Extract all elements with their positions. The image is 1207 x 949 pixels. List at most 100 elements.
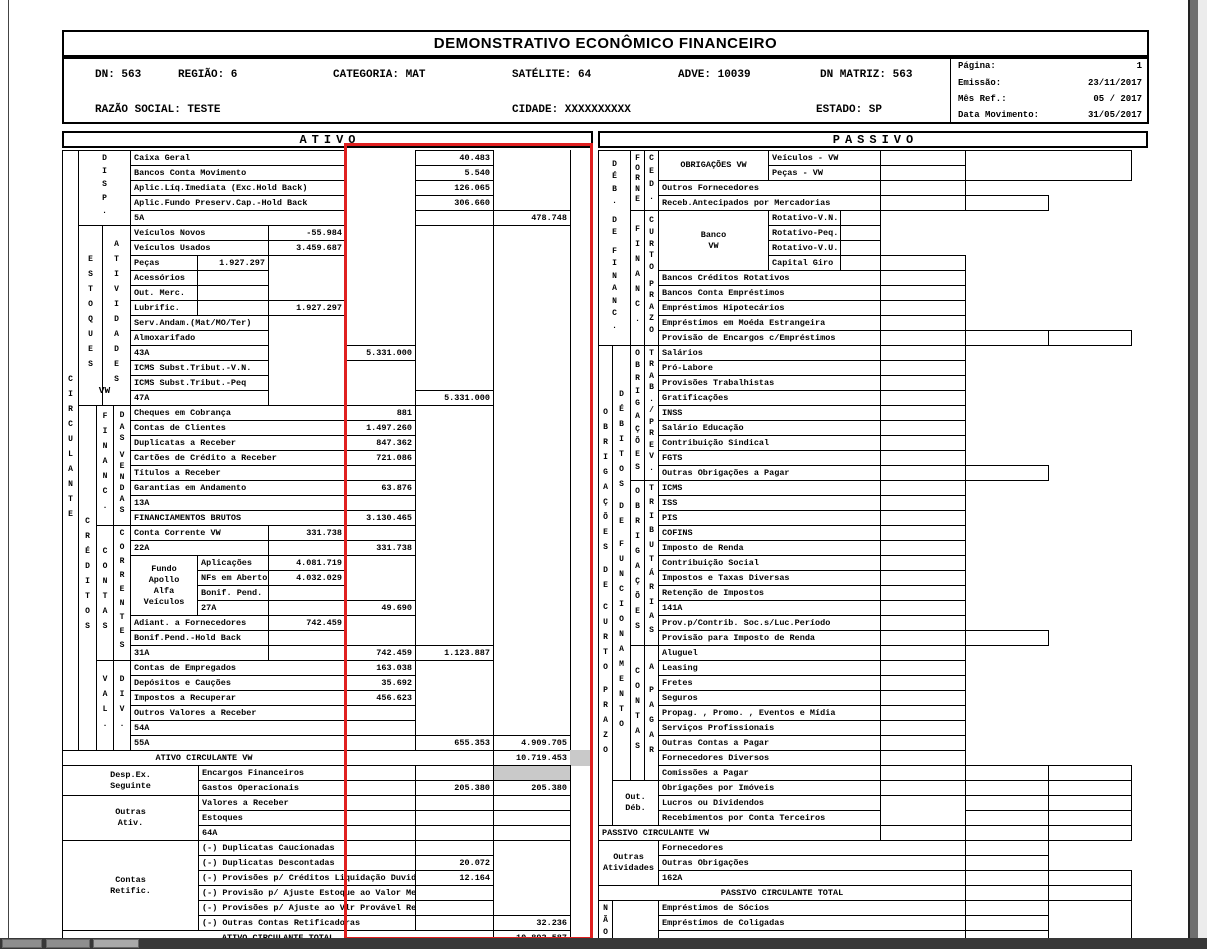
info-value-pagina: 1 xyxy=(1136,61,1142,71)
label-cell xyxy=(197,285,269,301)
label-cell: Prov.p/Contrib. Soc.s/Luc.Período xyxy=(658,615,881,631)
label-cell xyxy=(965,915,1049,931)
label-cell: Gratificações xyxy=(658,390,881,406)
value-cell: 331.738 xyxy=(345,540,416,556)
label-cell xyxy=(880,645,966,661)
field-razao-social: RAZÃO SOCIAL: TESTE xyxy=(95,104,221,116)
label-cell xyxy=(880,390,966,406)
label-cell: Caixa Geral xyxy=(130,150,346,166)
label-cell xyxy=(880,435,966,451)
label-cell: Gastos Operacionais xyxy=(198,780,416,796)
label-cell: Provisões Trabalhistas xyxy=(658,375,881,391)
label-cell xyxy=(880,420,966,436)
label-cell: Outras Obrigações a Pagar xyxy=(658,465,881,481)
value-cell: -55.984 xyxy=(268,225,346,241)
label-cell xyxy=(880,285,966,301)
label-cell xyxy=(415,810,494,826)
label-cell: ATIVO CIRCULANTE VW xyxy=(62,750,346,766)
info-label-pagina: Página: xyxy=(958,61,996,71)
label-cell: Seguros xyxy=(658,690,881,706)
value-cell: 12.164 xyxy=(415,870,494,886)
group-label-cell: OBRIGAÇÕES VW xyxy=(658,150,769,181)
label-cell: Peças - VW xyxy=(768,165,881,181)
field-dn-matriz: DN MATRIZ: 563 xyxy=(820,69,913,81)
label-cell xyxy=(880,600,966,616)
label-cell: Outros Fornecedores xyxy=(658,180,881,196)
label-cell: Cartões de Crédito a Receber xyxy=(130,450,346,466)
label-cell: (-) Provisão p/ Ajuste Estoque ao Valor … xyxy=(198,885,442,901)
label-cell xyxy=(965,465,1049,481)
label-cell: Salário Educação xyxy=(658,420,881,436)
field-dn: DN: 563 xyxy=(95,69,142,81)
scrollbar-button[interactable] xyxy=(2,939,42,948)
info-label-emissao: Emissão: xyxy=(958,78,1002,88)
label-cell xyxy=(880,510,966,526)
label-cell: Aluguel xyxy=(658,645,881,661)
group-label-cell: Fundo Apollo Alfa Veículos xyxy=(130,555,198,616)
label-cell xyxy=(840,255,881,271)
label-cell: Outras Obrigações xyxy=(658,855,966,871)
label-cell: Contribuição Social xyxy=(658,555,881,571)
label-cell xyxy=(880,555,966,571)
label-cell: Imposto de Renda xyxy=(658,540,881,556)
section-bar-ativo: ATIVO xyxy=(62,131,593,148)
label-cell: Aplic.Líq.Imediata (Exc.Hold Back) xyxy=(130,180,346,196)
value-cell: 4.081.719 xyxy=(268,555,346,571)
label-cell: 27A xyxy=(197,600,269,616)
value-cell: 40.483 xyxy=(415,150,494,166)
window-background xyxy=(1198,0,1207,949)
label-cell xyxy=(880,765,966,781)
bottom-scrollbar[interactable] xyxy=(0,938,1207,949)
label-cell: Provisão para Imposto de Renda xyxy=(658,630,881,646)
label-cell xyxy=(965,195,1049,211)
group-label-cell: Desp.Ex. Seguinte xyxy=(62,765,199,796)
scrollbar-thumb[interactable] xyxy=(93,939,139,948)
field-cidade: CIDADE: XXXXXXXXXX xyxy=(512,104,631,116)
value-cell: 1.927.297 xyxy=(197,255,269,271)
label-cell: INSS xyxy=(658,405,881,421)
scrollbar-button[interactable] xyxy=(46,939,90,948)
info-value-emissao: 23/11/2017 xyxy=(1087,78,1142,88)
header-divider xyxy=(950,57,951,124)
label-cell xyxy=(840,225,881,241)
label-cell: Aplic.Fundo Preserv.Cap.-Hold Back xyxy=(130,195,346,211)
label-cell: Rotativo-Peq. xyxy=(768,225,841,241)
value-cell: 205.380 xyxy=(415,780,494,796)
value-cell: 4.909.705 xyxy=(493,735,571,751)
field-satelite: SATÉLITE: 64 xyxy=(512,69,592,81)
label-cell xyxy=(880,630,966,646)
field-estado: ESTADO: SP xyxy=(816,104,883,116)
label-cell: Contribuição Sindical xyxy=(658,435,881,451)
label-cell: Veículos - VW xyxy=(768,150,881,166)
value-cell: 1.123.887 xyxy=(415,645,494,661)
label-cell: 55A xyxy=(130,735,346,751)
label-cell xyxy=(880,150,966,166)
label-cell xyxy=(880,195,966,211)
label-cell: Fornecedores Diversos xyxy=(658,750,881,766)
label-cell: Provisão de Encargos c/Empréstimos xyxy=(658,330,881,346)
value-cell: 1.497.260 xyxy=(345,420,416,436)
label-cell xyxy=(880,360,966,376)
label-cell xyxy=(880,375,966,391)
value-cell: 881 xyxy=(345,405,416,421)
value-cell: 10.719.453 xyxy=(493,750,571,766)
label-cell: Acessórios xyxy=(130,270,198,286)
label-cell: ICMS Subst.Tribut.-V.N. xyxy=(130,360,269,376)
label-cell xyxy=(880,720,966,736)
label-cell: Bancos Créditos Rotativos xyxy=(658,270,881,286)
label-cell: Retenção de Impostos xyxy=(658,585,881,601)
page-left-border xyxy=(8,0,9,938)
label-cell: Serv.Andam.(Mat/MO/Ter) xyxy=(130,315,269,331)
label-cell: ISS xyxy=(658,495,881,511)
